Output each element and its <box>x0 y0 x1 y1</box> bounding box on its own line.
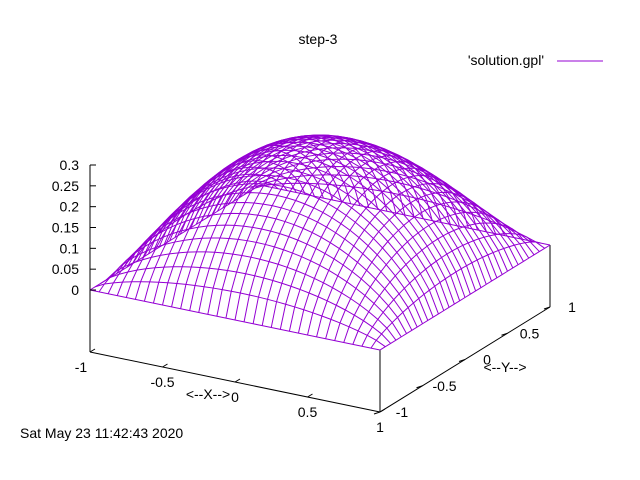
surface-line-y <box>222 142 514 269</box>
y-tick <box>458 359 466 362</box>
y-tick-label: 0.5 <box>520 325 540 341</box>
surface-line-x <box>243 139 415 322</box>
x-tick <box>379 408 386 413</box>
chart-title: step-3 <box>299 31 338 47</box>
y-tick-label: -0.5 <box>432 378 456 394</box>
z-tick-label: 0.05 <box>52 261 79 277</box>
surface-line-y <box>243 166 535 256</box>
surface-line-y <box>238 158 530 259</box>
surface-line-y <box>233 152 524 262</box>
z-tick-label: 0.2 <box>60 199 80 215</box>
x-tick-label: 1 <box>376 419 384 435</box>
x-axis-label: <--X--> <box>186 386 230 402</box>
x-tick <box>307 393 313 398</box>
surface-line-y <box>211 137 503 275</box>
surface-line-y <box>217 139 508 272</box>
x-tick-label: 0.5 <box>298 404 318 420</box>
surface-line-x <box>325 191 497 339</box>
surface-line-x <box>352 222 524 345</box>
x-tick <box>234 378 241 383</box>
surface-line-y <box>110 237 402 338</box>
surface-line-x <box>252 142 424 324</box>
tick-labels: 0 0.05 0.1 0.15 0.2 0.25 0.3 -1 -0.5 0 0.5 1 -1 -0.5 0… <box>52 157 576 435</box>
surface-line-y <box>254 182 545 249</box>
z-tick-label: 0.1 <box>60 240 80 256</box>
y-tick-label: -1 <box>396 404 409 420</box>
surface-line-y <box>195 134 487 285</box>
surface-line-y <box>206 135 498 278</box>
timestamp: Sat May 23 11:42:43 2020 <box>20 425 183 441</box>
y-tick <box>416 385 423 389</box>
surface-line-y <box>259 184 551 246</box>
x-tick-label: 0 <box>231 389 239 405</box>
surface-line-y <box>249 174 540 252</box>
y-tick <box>501 332 508 336</box>
legend-label: 'solution.gpl' <box>468 52 544 68</box>
x-tick <box>162 363 168 368</box>
z-tick-label: 0.15 <box>52 220 79 236</box>
surface-line-x <box>361 233 533 347</box>
y-tick <box>543 306 551 310</box>
z-tick-label: 0.25 <box>52 178 79 194</box>
x-tick <box>89 348 96 353</box>
surface-line-y <box>179 138 471 295</box>
z-tick-label: 0.3 <box>60 157 80 173</box>
x-tick-label: -0.5 <box>150 374 174 390</box>
y-tick-label: 1 <box>568 299 576 315</box>
y-tick <box>373 411 381 415</box>
surface-line-x <box>343 211 515 343</box>
surface-line-x <box>334 201 506 341</box>
surface-line-x <box>370 241 542 349</box>
surface-line-x <box>379 244 551 351</box>
y-tick-label: 0 <box>483 352 491 368</box>
z-tick-label: 0 <box>71 282 79 298</box>
x-tick-label: -1 <box>75 359 88 375</box>
surface-line-y <box>126 202 418 328</box>
y-axis-label: <--Y--> <box>483 359 526 375</box>
surface-mesh <box>89 134 551 351</box>
